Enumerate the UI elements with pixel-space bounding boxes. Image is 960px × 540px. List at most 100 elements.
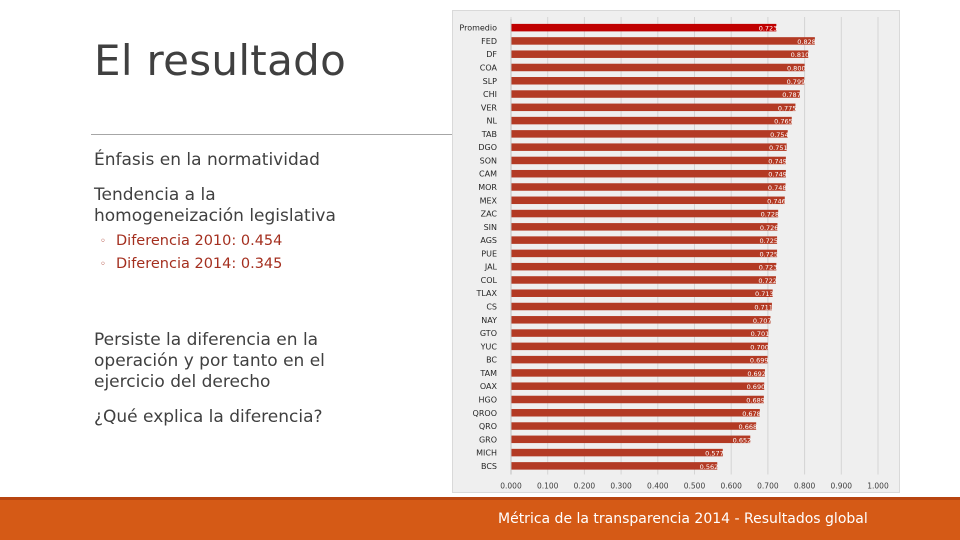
value-label: 0.828 — [797, 38, 816, 46]
value-label: 0.690 — [747, 383, 766, 391]
bar — [511, 409, 760, 417]
x-tick-label: 0.100 — [537, 482, 559, 491]
category-label: NL — [487, 117, 498, 126]
bar — [511, 209, 779, 218]
category-label: COL — [481, 276, 498, 285]
x-tick-label: 1.000 — [867, 482, 889, 491]
x-tick-label: 0.400 — [647, 482, 669, 491]
x-tick-label: 0.500 — [684, 482, 706, 491]
bar — [511, 355, 768, 364]
value-label: 0.725 — [759, 237, 778, 245]
value-label: 0.749 — [768, 171, 787, 179]
bar — [511, 169, 786, 178]
category-label: SIN — [484, 223, 497, 232]
x-tick-label: 0.200 — [574, 482, 596, 491]
category-label: CHI — [483, 90, 497, 99]
value-label: 0.751 — [769, 144, 788, 152]
bar — [511, 276, 776, 284]
bar — [511, 183, 786, 191]
value-label: 0.699 — [750, 357, 769, 365]
value-label: 0.775 — [778, 104, 797, 112]
transparency-bar-chart: 0.000 0.100 0.200 0.300 0.400 0.500 0.600 0.700… — [452, 10, 900, 493]
category-label: MOR — [478, 183, 497, 192]
point-normatividad: Énfasis en la normatividad — [94, 150, 320, 170]
category-label: YUC — [480, 342, 498, 351]
category-label: CS — [486, 303, 497, 312]
bar — [511, 262, 777, 271]
bar — [511, 23, 777, 32]
category-label: GTO — [480, 329, 497, 338]
bar — [511, 90, 800, 98]
bar — [511, 156, 786, 165]
category-label: BC — [486, 356, 497, 365]
bar — [511, 342, 768, 351]
value-label: 0.562 — [700, 463, 719, 471]
value-label: 0.726 — [760, 224, 779, 232]
value-label: 0.652 — [733, 436, 752, 444]
category-label: BCS — [481, 462, 497, 471]
category-label: HGO — [478, 395, 497, 404]
value-label: 0.692 — [747, 370, 766, 378]
category-label: VER — [481, 103, 498, 112]
point-persiste-diferencia: Persiste la diferencia en la operación y… — [94, 330, 325, 392]
category-label: MICH — [476, 449, 497, 458]
value-label: 0.668 — [739, 423, 758, 431]
category-label: SON — [480, 156, 497, 165]
value-label: 0.713 — [755, 290, 774, 298]
bar — [511, 103, 796, 112]
category-label: MEX — [480, 196, 498, 205]
value-label: 0.810 — [791, 51, 810, 59]
bar — [511, 395, 764, 404]
bar — [511, 316, 771, 324]
value-label: 0.707 — [753, 317, 772, 325]
category-label: QRO — [479, 422, 497, 431]
x-tick-label: 0.600 — [720, 482, 742, 491]
value-label: 0.723 — [759, 264, 778, 272]
bar — [511, 223, 778, 231]
value-label: 0.799 — [787, 78, 806, 86]
bar — [511, 50, 809, 58]
value-label: 0.748 — [768, 184, 787, 192]
category-label: JAL — [484, 263, 498, 272]
bar — [511, 448, 723, 457]
value-label: 0.800 — [787, 64, 806, 72]
value-label: 0.723 — [759, 25, 778, 33]
x-tick-label: 0.800 — [794, 482, 816, 491]
value-label: 0.701 — [751, 330, 770, 338]
chart-canvas: 0.000 0.100 0.200 0.300 0.400 0.500 0.600 0.700… — [459, 17, 889, 491]
category-label: COA — [480, 63, 498, 72]
difference-bullets: ◦ Diferencia 2010: 0.454 ◦ Diferencia 2014… — [100, 230, 282, 276]
bar — [511, 249, 778, 258]
bullet-marker-icon: ◦ — [100, 259, 106, 270]
slide-title: El resultado — [94, 36, 347, 85]
bar — [511, 77, 805, 85]
bullet-text: Diferencia 2010: 0.454 — [116, 233, 283, 249]
value-label: 0.746 — [767, 197, 786, 205]
x-tick-label: 0.900 — [831, 482, 853, 491]
category-label: TAB — [481, 130, 497, 139]
bar — [511, 63, 805, 72]
category-label: GRO — [479, 435, 497, 444]
bar — [511, 37, 815, 45]
point-pregunta: ¿Qué explica la diferencia? — [94, 407, 323, 427]
category-label: TAM — [479, 369, 497, 378]
category-label: DGO — [478, 143, 497, 152]
footer-bar — [0, 497, 960, 540]
bar — [511, 462, 718, 470]
category-label: PUE — [481, 249, 497, 258]
value-label: 0.749 — [768, 157, 787, 165]
category-label: NAY — [481, 316, 497, 325]
value-label: 0.722 — [758, 277, 777, 285]
bar — [511, 329, 769, 337]
value-label: 0.678 — [742, 410, 761, 418]
value-label: 0.725 — [759, 250, 778, 258]
category-label: QROO — [473, 409, 497, 418]
value-label: 0.754 — [770, 131, 789, 139]
bullet-marker-icon: ◦ — [100, 236, 106, 247]
bar — [511, 422, 757, 430]
bar — [511, 143, 787, 151]
bar — [511, 130, 788, 138]
value-label: 0.787 — [782, 91, 801, 99]
category-label: Promedio — [459, 24, 497, 33]
bullet-diferencia-2010: ◦ Diferencia 2010: 0.454 — [100, 230, 282, 253]
